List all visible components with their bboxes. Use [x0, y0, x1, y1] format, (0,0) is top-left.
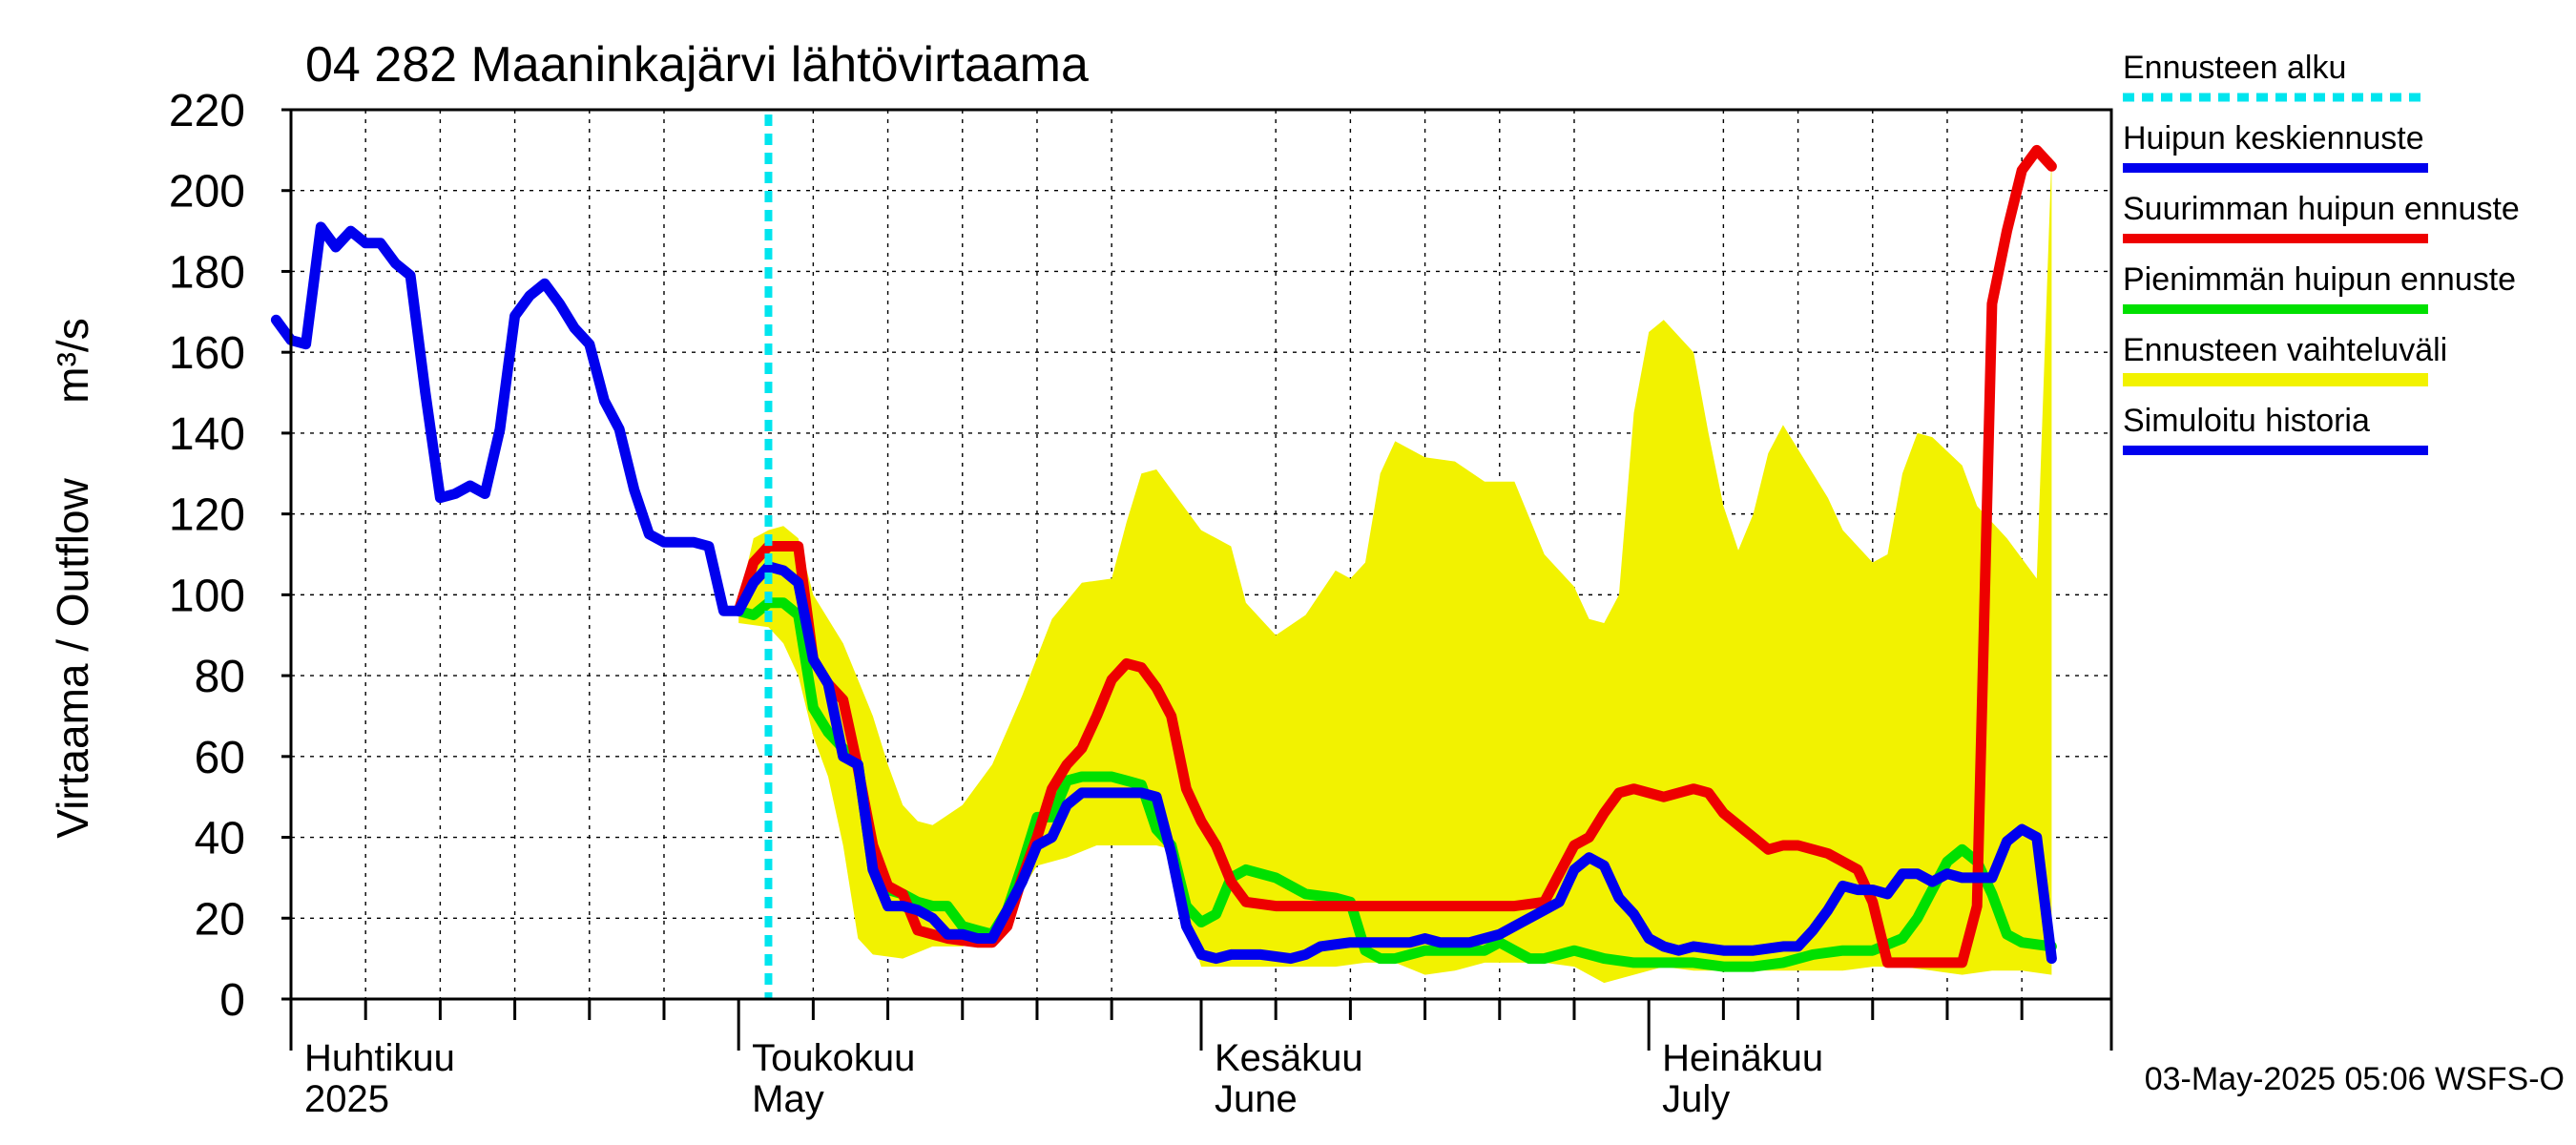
month-label-fi: Kesäkuu — [1215, 1037, 1363, 1079]
month-label-en: 2025 — [304, 1078, 389, 1120]
legend: Ennusteen alku Huipun keskiennuste Suurimm… — [2123, 50, 2520, 455]
y-tick-label: 20 — [195, 894, 245, 945]
y-axis-label: Virtaama / Outflow — [48, 477, 97, 838]
legend-label: Ennusteen alku — [2123, 50, 2346, 86]
legend-label: Simuloitu historia — [2123, 403, 2370, 439]
series-line-huipun-keskiennuste — [733, 561, 2057, 965]
month-label-en: May — [752, 1078, 824, 1120]
series-line-simuloitu-historia — [270, 221, 744, 616]
y-tick-label: 200 — [169, 167, 245, 218]
y-tick-label: 220 — [169, 86, 245, 136]
chart-title: 04 282 Maaninkajärvi lähtövirtaama — [305, 37, 1089, 93]
month-label-fi: Heinäkuu — [1662, 1037, 1823, 1079]
y-tick-label: 40 — [195, 814, 245, 864]
axes: 0 20 40 60 80 100 120 140 160 180 200 220 Huhtikuu20… — [169, 86, 2113, 1120]
month-label-fi: Toukokuu — [752, 1037, 915, 1079]
y-axis-unit: m³/s — [48, 318, 97, 403]
y-tick-label: 140 — [169, 409, 245, 460]
legend-label: Ennusteen vaihteluväli — [2123, 332, 2447, 368]
legend-swatch — [2123, 373, 2428, 386]
month-label-en: June — [1215, 1078, 1298, 1120]
y-tick-label: 60 — [195, 733, 245, 783]
series-line-suurimman-huipun-ennuste — [733, 144, 2057, 968]
y-tick-label: 80 — [195, 652, 245, 702]
y-tick-label: 120 — [169, 490, 245, 541]
legend-label: Suurimman huipun ennuste — [2123, 191, 2520, 227]
legend-label: Huipun keskiennuste — [2123, 120, 2424, 156]
y-tick-label: 180 — [169, 247, 245, 298]
month-label-en: July — [1662, 1078, 1730, 1120]
y-tick-label: 100 — [169, 571, 245, 621]
footer-timestamp: 03-May-2025 05:06 WSFS-O — [2145, 1061, 2565, 1097]
y-tick-label: 0 — [219, 975, 245, 1026]
legend-label: Pienimmän huipun ennuste — [2123, 261, 2516, 298]
month-label-fi: Huhtikuu — [304, 1037, 455, 1079]
series-line-layer — [270, 144, 2057, 972]
y-tick-label: 160 — [169, 328, 245, 379]
